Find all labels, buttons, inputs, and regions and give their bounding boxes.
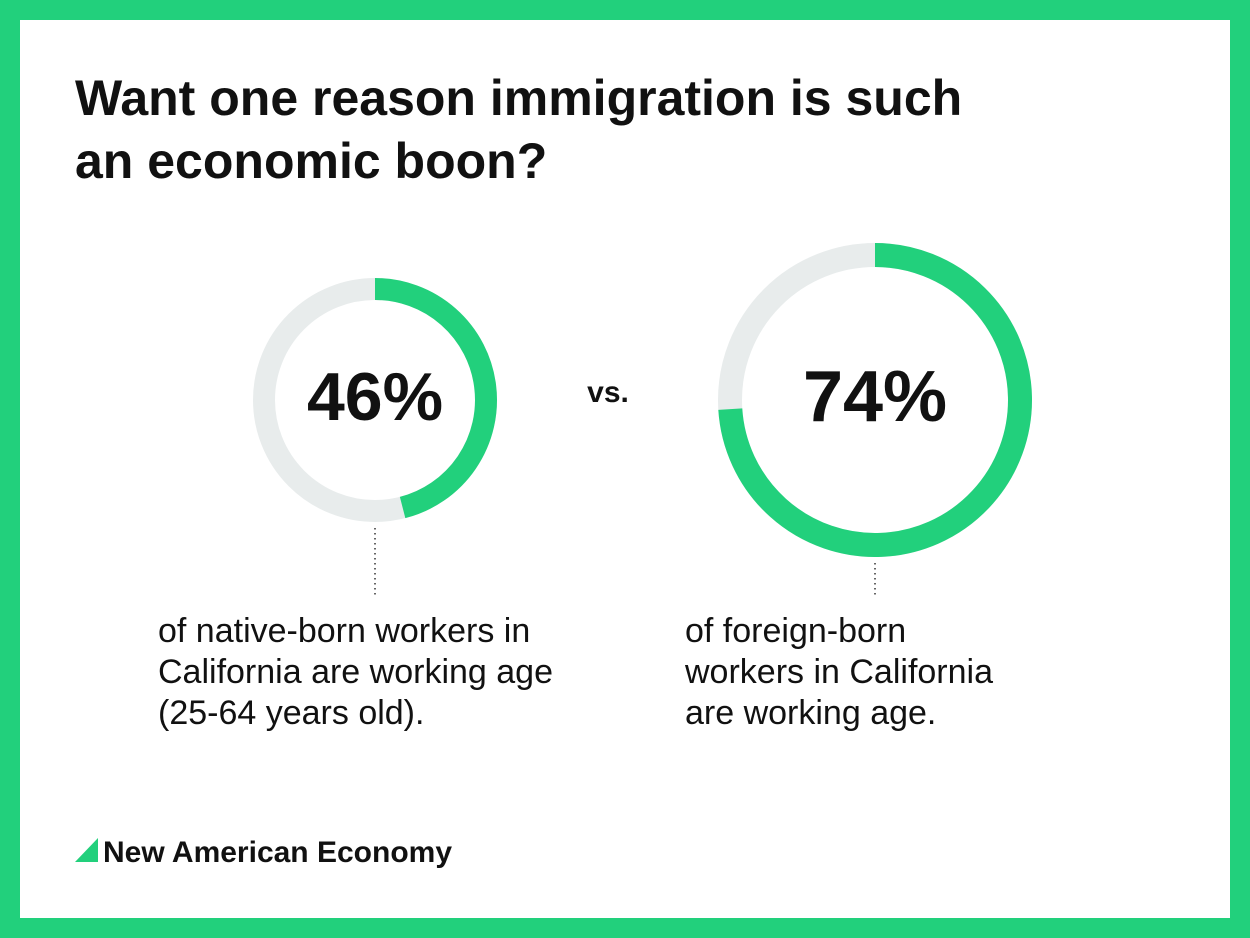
value-label: 46% — [307, 359, 443, 435]
caption-line: California are working age — [158, 653, 553, 691]
caption-line: workers in California — [684, 653, 993, 691]
panel — [20, 20, 1230, 918]
value-label: 74% — [803, 357, 947, 437]
caption-line: are working age. — [685, 694, 936, 732]
brand-icon — [75, 838, 98, 862]
brand: New American Economy — [103, 836, 452, 869]
title: Want one reason immigration is such an ec… — [75, 70, 962, 189]
caption-line: of foreign-born — [685, 612, 906, 650]
title-line: Want one reason immigration is such — [75, 70, 962, 126]
title-line: an economic boon? — [75, 133, 547, 189]
separator: vs. — [587, 376, 629, 409]
caption-line: (25-64 years old). — [158, 694, 424, 732]
donut-arc — [374, 278, 497, 519]
caption-line: of native-born workers in — [158, 612, 530, 650]
donut-arc — [718, 243, 1032, 557]
